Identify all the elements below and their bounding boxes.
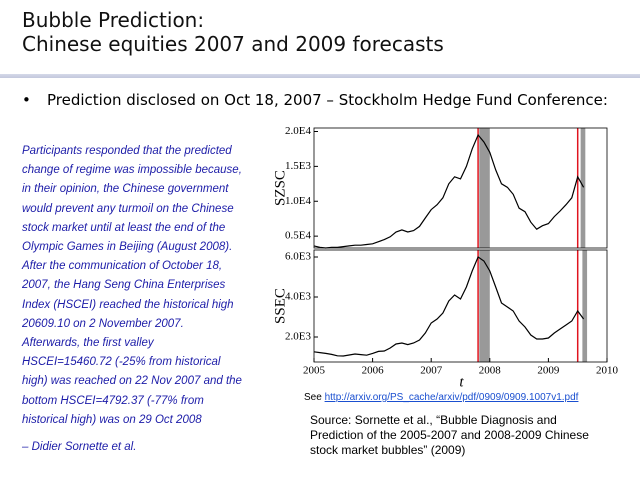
quote-line: 2007, the Hang Seng China Enterprises <box>22 279 226 292</box>
plot-frame <box>313 249 608 363</box>
title: Bubble Prediction: Chinese equities 2007… <box>22 8 444 56</box>
source-line: stock market bubbles” (2009) <box>310 443 466 457</box>
quote-line: After the communication of October 18, <box>22 260 223 273</box>
bullet-text: Prediction disclosed on Oct 18, 2007 – S… <box>47 91 608 109</box>
quote-line: Afterwards, the first valley <box>22 337 154 350</box>
quote-line: historical high) was on 29 Oct 2008 <box>22 413 202 426</box>
y-tick-label: 2.0E4 <box>285 125 311 137</box>
quote: Participants responded that the predicte… <box>22 142 282 457</box>
x-axis-label: t <box>459 374 464 390</box>
separator <box>0 74 640 78</box>
quote-line: Olympic Games in Beijing (August 2008). <box>22 241 233 254</box>
source-line: Source: Sornette et al., “Bubble Diagnos… <box>310 413 557 427</box>
title-line: Chinese equities 2007 and 2009 forecasts <box>22 32 444 56</box>
y-tick-label: 2.0E3 <box>285 331 311 343</box>
link[interactable]: http://arxiv.org/PS_cache/arxiv/pdf/0909… <box>324 392 579 403</box>
shaded-span <box>580 128 586 248</box>
quote-line: Index (HSCEI) reached the historical hig… <box>22 298 234 311</box>
quote-attribution: – Didier Sornette et al. <box>22 441 137 454</box>
bullet-dot: • <box>22 91 31 109</box>
x-tick-label: 2007 <box>420 365 443 377</box>
x-tick-label: 2006 <box>362 365 385 377</box>
x-tick-label: 2009 <box>537 365 560 377</box>
quote-line: 20609.10 on 2 November 2007. <box>22 317 184 330</box>
x-tick-label: 2005 <box>303 365 326 377</box>
quote-line: stock market until at least the end of t… <box>22 221 226 234</box>
quote-line: would prevent any turmoil on the Chinese <box>22 202 234 215</box>
y-axis-label: SSEC <box>272 288 288 324</box>
link-prefix: See <box>304 392 322 403</box>
plot-frame <box>313 127 608 249</box>
quote-line: bottom HSCEI=4792.37 (-77% from <box>22 394 204 407</box>
quote-line: change of regime was impossible because, <box>22 164 242 177</box>
source: Source: Sornette et al., “Bubble Diagnos… <box>310 413 589 458</box>
y-tick-label: 0.5E4 <box>285 230 311 242</box>
y-axis-label: SZSC <box>272 170 288 206</box>
quote-line: HSCEI=15460.72 (-25% from historical <box>22 356 221 369</box>
y-tick-label: 4.0E3 <box>285 291 311 303</box>
price-line <box>313 133 585 249</box>
title-line: Bubble Prediction: <box>22 8 205 32</box>
price-line <box>313 256 585 357</box>
quote-line: high) was reached on 22 Nov 2007 and the <box>22 375 242 388</box>
x-tick-label: 2010 <box>596 365 619 377</box>
shaded-span <box>479 128 490 248</box>
x-tick-label: 2008 <box>479 365 502 377</box>
link-line: See http://arxiv.org/PS_cache/arxiv/pdf/… <box>304 392 578 403</box>
y-tick-label: 1.0E4 <box>285 195 311 207</box>
quote-line: in their opinion, the Chinese government <box>22 183 229 196</box>
bullet: • Prediction disclosed on Oct 18, 2007 – … <box>22 91 608 109</box>
shaded-span <box>582 250 588 362</box>
y-tick-label: 6.0E3 <box>285 251 311 263</box>
source-line: Prediction of the 2005-2007 and 2008-200… <box>310 428 589 442</box>
y-tick-label: 1.5E3 <box>285 160 311 172</box>
shaded-span <box>479 250 490 362</box>
quote-line: Participants responded that the predicte… <box>22 145 232 157</box>
